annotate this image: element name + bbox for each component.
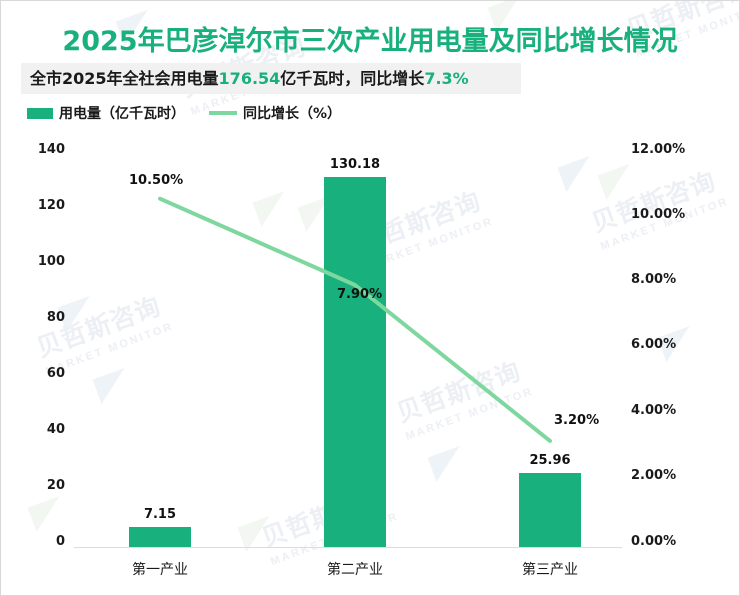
subtitle-background <box>21 63 521 94</box>
subtitle-value-total: 176.54 <box>218 69 281 88</box>
y-axis-left-tick: 140 <box>37 142 65 157</box>
legend-item-line[interactable]: 同比增长（%） <box>209 103 341 123</box>
subtitle-part-1: 全市2025年全社会用电量 <box>30 69 219 88</box>
chart-title: 2025年巴彦淖尔市三次产业用电量及同比增长情况 <box>62 26 678 57</box>
subtitle-value-growth: 7.3% <box>424 69 469 88</box>
y-axis-left-tick: 20 <box>46 478 65 493</box>
legend-line-swatch-icon <box>209 111 237 115</box>
growth-line-path <box>158 196 552 443</box>
y-axis-right-tick: 10.00% <box>631 207 686 222</box>
subtitle-part-2: 亿千瓦时，同比增长 <box>280 69 425 88</box>
chart-legend: 用电量（亿千瓦时） 同比增长（%） <box>27 103 341 123</box>
y-axis-right-tick: 8.00% <box>631 272 677 287</box>
legend-label-bar: 用电量（亿千瓦时） <box>59 106 185 122</box>
y-axis-left-tick: 60 <box>46 366 65 381</box>
y-axis-left-tick: 100 <box>37 254 65 269</box>
y-axis-right-tick: 6.00% <box>631 337 677 352</box>
bar-third-industry[interactable] <box>519 473 581 547</box>
x-axis-category-label: 第二产业 <box>327 562 383 578</box>
x-axis-category-label: 第一产业 <box>132 562 188 578</box>
y-axis-right-tick: 2.00% <box>631 468 677 483</box>
x-axis-line <box>74 547 622 548</box>
growth-line-chart <box>158 196 552 443</box>
legend-bar-swatch-icon <box>27 107 53 119</box>
bar-value-label: 25.96 <box>529 453 571 468</box>
x-axis-category-label: 第三产业 <box>522 562 578 578</box>
y-axis-left-tick: 80 <box>46 310 65 325</box>
bar-first-industry[interactable] <box>129 526 191 547</box>
line-value-label: 10.50% <box>129 173 184 188</box>
line-value-label: 7.90% <box>337 287 383 302</box>
y-axis-right-tick: 0.00% <box>631 534 677 549</box>
subtitle: 全市2025年全社会用电量176.54亿千瓦时，同比增长7.3% <box>30 63 469 94</box>
legend-item-bar[interactable]: 用电量（亿千瓦时） <box>27 103 185 123</box>
legend-label-line: 同比增长（%） <box>243 106 342 122</box>
y-axis-left-tick: 120 <box>37 198 65 213</box>
line-value-label: 3.20% <box>554 413 600 428</box>
y-axis-left-tick: 40 <box>46 422 65 437</box>
bar-value-label: 130.18 <box>329 157 381 172</box>
y-axis-left-tick: 0 <box>55 534 65 549</box>
plot-area: 140 120 100 80 60 40 20 0 12.00% 10.00% … <box>1 131 739 595</box>
bar-second-industry[interactable] <box>324 176 386 547</box>
y-axis-right-tick: 4.00% <box>631 403 677 418</box>
y-axis-right-tick: 12.00% <box>631 142 686 157</box>
bar-value-label: 7.15 <box>143 507 177 522</box>
